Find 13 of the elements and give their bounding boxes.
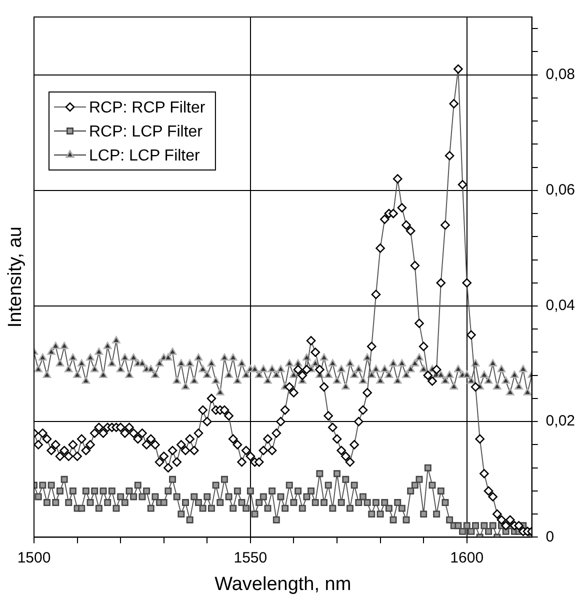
y-tick-label: 0,04	[546, 297, 576, 314]
legend-label: LCP: LCP Filter	[89, 147, 201, 164]
y-tick-label: 0,08	[546, 66, 576, 83]
x-tick-label: 1500	[17, 549, 51, 566]
x-tick-label: 1600	[450, 549, 484, 566]
x-axis-title: Wavelength, nm	[214, 574, 352, 595]
y-tick-label: 0	[546, 528, 554, 546]
legend-label: RCP: LCP Filter	[89, 123, 204, 140]
y-tick-label: 0,06	[546, 182, 576, 199]
y-axis-title: Intensity, au	[5, 226, 26, 328]
x-tick-label: 1550	[234, 549, 268, 566]
legend-label: RCP: RCP Filter	[89, 99, 206, 116]
y-tick-label: 0,02	[546, 412, 576, 430]
